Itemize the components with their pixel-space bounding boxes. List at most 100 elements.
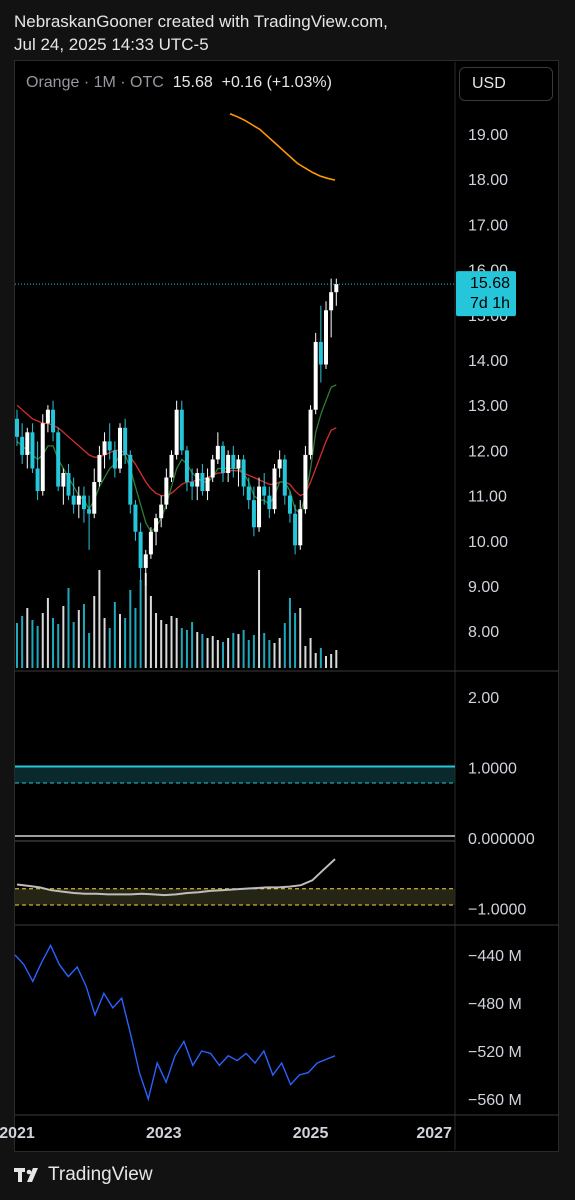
candle-body xyxy=(164,477,169,505)
legend-close: 15.68 xyxy=(172,74,213,91)
volume-bar xyxy=(278,638,281,668)
volume-bar xyxy=(149,596,152,668)
volume-bar xyxy=(180,628,183,668)
volume-bar xyxy=(77,610,80,668)
volume-bar xyxy=(319,648,322,668)
obv-tick-label: −480 M xyxy=(468,996,522,1013)
candle-body xyxy=(298,509,303,546)
candle-body xyxy=(87,509,92,514)
obv-tick-label: −520 M xyxy=(468,1044,522,1061)
candle-body xyxy=(71,495,76,505)
price-tick-label: 11.00 xyxy=(468,489,507,506)
volume-bar xyxy=(216,640,219,668)
price-tick-label: 14.00 xyxy=(468,353,508,370)
candle-body xyxy=(324,310,328,365)
volume-bar xyxy=(175,618,178,668)
candle-body xyxy=(25,432,30,455)
volume-bar xyxy=(201,634,204,668)
ema-long-line xyxy=(229,112,336,181)
candle-body xyxy=(40,423,45,492)
volume-bar xyxy=(62,606,65,668)
candle-body xyxy=(133,504,138,532)
candle-body xyxy=(257,486,262,528)
time-tick-label: 2025 xyxy=(293,1125,329,1142)
candle-body xyxy=(118,427,122,469)
volume-bar xyxy=(304,646,307,668)
volume-bar xyxy=(273,643,276,668)
candle-body xyxy=(97,454,102,483)
volume-bar xyxy=(88,633,91,668)
volume-bar xyxy=(155,613,158,668)
volume-bar xyxy=(93,596,96,668)
osc-tick-label: 2.00 xyxy=(468,690,499,707)
volume-bar xyxy=(242,630,245,668)
osc-tick-label: 1.0000 xyxy=(468,761,517,778)
volume-bar xyxy=(252,635,255,668)
volume-bar xyxy=(46,598,49,668)
tradingview-footer: TradingView xyxy=(14,1164,153,1186)
volume-bar xyxy=(134,608,137,668)
volume-bar xyxy=(185,630,188,668)
candle-body xyxy=(215,445,220,460)
volume-bar xyxy=(227,638,230,668)
candle-body xyxy=(184,450,189,483)
legend-change: +0.16 xyxy=(221,74,263,91)
candle-body xyxy=(195,473,200,487)
volume-bar xyxy=(170,616,173,668)
candle-body xyxy=(92,482,97,514)
chart-attribution: NebraskanGooner created with TradingView… xyxy=(14,10,388,56)
price-tick-label: 10.00 xyxy=(468,534,508,551)
volume-bar xyxy=(26,608,29,668)
candle-body xyxy=(148,531,153,555)
volume-bar xyxy=(72,622,75,668)
candle-body xyxy=(56,432,61,487)
volume-bar xyxy=(160,620,163,668)
volume-bar xyxy=(191,622,194,668)
volume-bar xyxy=(129,590,132,668)
candle-body xyxy=(45,409,50,424)
candle-body xyxy=(205,477,210,492)
currency-button[interactable]: USD xyxy=(459,67,553,101)
candle-body xyxy=(293,513,298,546)
volume-bar xyxy=(288,598,291,668)
last-price-label-bg xyxy=(456,271,516,317)
volume-bar xyxy=(263,633,266,668)
volume-bar xyxy=(52,618,55,668)
volume-bar xyxy=(232,633,235,668)
volume-bar xyxy=(314,653,317,668)
candle-body xyxy=(334,284,339,293)
legend-exchange: OTC xyxy=(130,74,164,91)
symbol-legend[interactable]: Orange · 1M · OTC 15.68 +0.16 (+1.03%) xyxy=(26,74,332,91)
candle-body xyxy=(241,459,246,487)
volume-bar xyxy=(247,640,250,668)
price-tick-label: 17.00 xyxy=(468,217,508,234)
candle-body xyxy=(15,418,19,437)
volume-bar xyxy=(237,634,240,668)
candle-body xyxy=(20,436,25,455)
candle-body xyxy=(107,441,112,451)
footer-brand: TradingView xyxy=(48,1164,153,1185)
price-tick-label: 19.00 xyxy=(468,127,508,144)
candle-body xyxy=(35,468,40,492)
candle-body xyxy=(251,500,256,528)
price-tick-label: 13.00 xyxy=(468,398,508,415)
candle-body xyxy=(190,482,195,487)
obv-tick-label: −440 M xyxy=(468,948,522,965)
price-tick-label: 12.00 xyxy=(468,443,508,460)
candle-body xyxy=(287,495,292,514)
volume-bar xyxy=(41,613,44,668)
price-tick-label: 9.00 xyxy=(468,579,499,596)
volume-bar xyxy=(139,580,142,668)
candle-body xyxy=(102,441,107,455)
volume-bar xyxy=(103,618,106,668)
osc-lower-band xyxy=(15,888,455,905)
volume-bar xyxy=(82,604,85,668)
chart-frame[interactable] xyxy=(14,60,559,1152)
last-price-value: 15.68 xyxy=(470,275,510,292)
volume-bar xyxy=(309,638,312,668)
volume-bar xyxy=(36,626,39,668)
candle-body xyxy=(169,454,174,478)
tradingview-logo-icon xyxy=(14,1168,38,1182)
legend-change-pct: (+1.03%) xyxy=(266,74,332,91)
